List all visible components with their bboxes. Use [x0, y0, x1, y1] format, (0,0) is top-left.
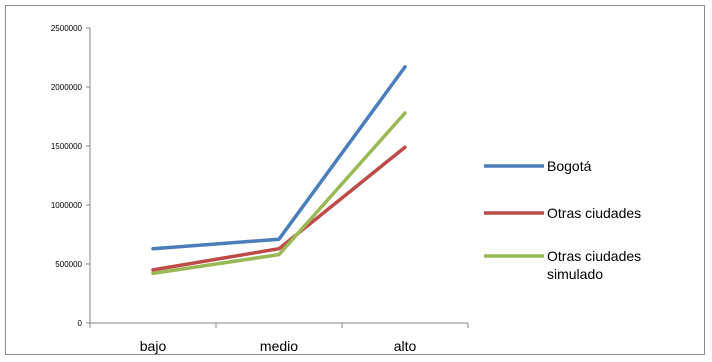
chart-frame	[5, 5, 705, 355]
legend-label: Otras ciudades	[547, 248, 641, 264]
series-lines	[151, 65, 407, 276]
legend-label: Otras ciudades	[547, 205, 641, 221]
legend-label: simulado	[547, 266, 603, 282]
y-tick-label: 2000000	[51, 83, 83, 92]
y-tick-label: 500000	[55, 260, 82, 269]
y-tick-label: 2500000	[51, 24, 83, 33]
series-line-0	[151, 65, 407, 251]
y-tick-label: 0	[78, 319, 83, 328]
x-tick-label: alto	[394, 338, 417, 354]
x-tick-label: medio	[260, 338, 298, 354]
y-tick-label: 1000000	[51, 201, 83, 210]
legend-label: Bogotá	[547, 158, 592, 174]
series-line-1	[151, 145, 407, 272]
series-line-2	[151, 111, 407, 276]
y-tick-label: 1500000	[51, 142, 83, 151]
x-tick-label: bajo	[140, 338, 167, 354]
legend: Bogotá Otras ciudades Otras ciudades simula…	[484, 158, 641, 282]
axes: 0 500000 1000000 1500000 2000000 2500000 bajo m…	[51, 24, 469, 354]
